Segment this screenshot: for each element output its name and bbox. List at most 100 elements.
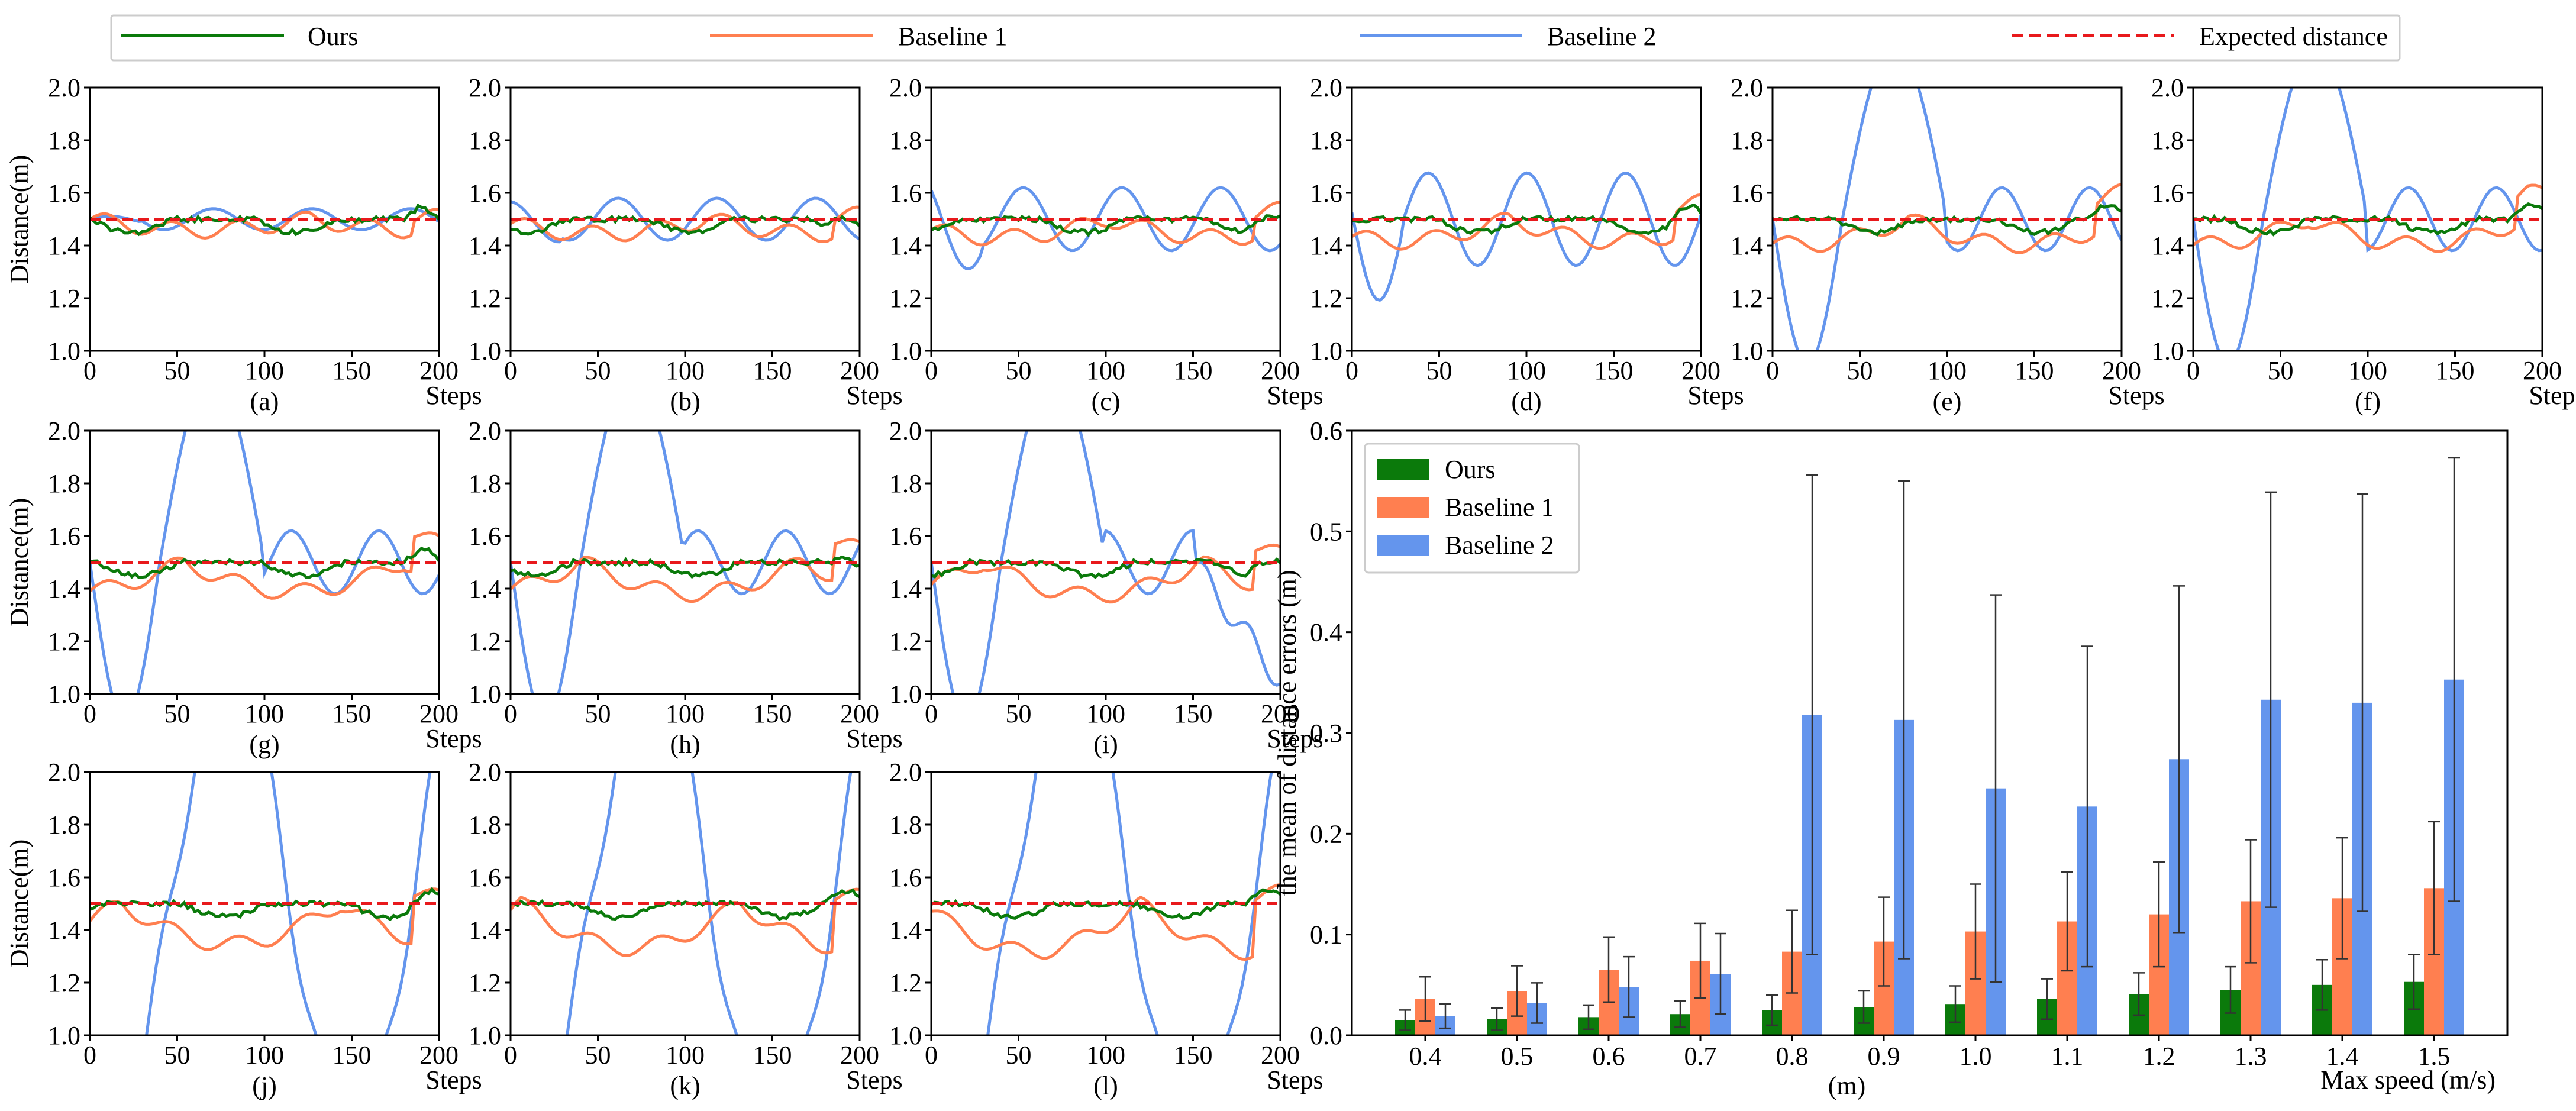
y-tick-label: 1.6 [1310,179,1342,208]
x-tick-label: 200 [1261,699,1300,728]
y-tick-label: 1.4 [889,231,922,260]
y-axis-label: Distance(m) [5,839,34,968]
y-tick-label: 1.0 [469,680,501,709]
y-tick-label: 1.2 [1731,284,1763,313]
y-tick-label: 1.0 [889,337,922,366]
x-axis-label: Steps [425,724,482,753]
y-tick-label: 2.0 [1310,73,1342,102]
line-panel-e: 0 50 100 150 200 1.0 1.2 1.4 1.6 1.8 2.0 (e) Steps [1731,73,2165,416]
x-tick-label: 100 [245,356,284,385]
line-panel-d: 0 50 100 150 200 1.0 1.2 1.4 1.6 1.8 2.0 (d) Steps [1310,73,1744,416]
x-tick-label: 0 [83,356,96,385]
x-tick-label: 0.8 [1776,1042,1809,1071]
series-baseline1-line [1773,183,2122,254]
y-tick-label: 1.0 [48,337,80,366]
x-axis-label: Steps [1267,381,1323,410]
x-tick-label: 100 [1086,1041,1125,1070]
panel-caption: (k) [670,1071,700,1100]
y-tick-label: 1.4 [48,231,80,260]
x-tick-label: 50 [164,1041,191,1070]
x-tick-label: 0.7 [1684,1042,1717,1071]
x-tick-label: 200 [840,356,879,385]
series-baseline2-line [931,186,1280,270]
series-baseline2-line [2193,88,2542,351]
series-lines [90,431,439,694]
x-tick-label: 0 [925,699,938,728]
x-tick-label: 1.4 [2326,1042,2359,1071]
y-tick-label: 2.0 [48,73,80,102]
y-tick-label: 1.4 [2151,231,2184,260]
y-tick-label: 1.8 [48,469,80,498]
x-tick-label: 0 [925,356,938,385]
y-tick-label: 1.6 [889,863,922,892]
x-tick-label: 150 [1594,356,1634,385]
y-tick-label: 1.0 [2151,337,2184,366]
x-axis-label: Steps [1267,1065,1323,1094]
x-tick-label: 150 [1174,1041,1213,1070]
series-baseline2-line [90,431,439,694]
x-tick-label: 50 [164,699,191,728]
y-tick-label: 1.6 [889,179,922,208]
y-tick-label: 1.0 [48,1021,80,1050]
y-tick-label: 2.0 [469,73,501,102]
series-lines [1352,171,1701,302]
x-tick-label: 200 [419,1041,459,1070]
line-panel-c: 0 50 100 150 200 1.0 1.2 1.4 1.6 1.8 2.0 (c) Steps [889,73,1323,416]
y-tick-label: 0.3 [1310,719,1342,748]
series-baseline2-line [1352,171,1701,302]
bar-legend-label: Baseline 1 [1445,493,1554,522]
y-tick-label: 1.6 [48,179,80,208]
x-tick-label: 50 [585,699,611,728]
x-tick-label: 0 [2187,356,2200,385]
series-baseline1-line [931,883,1280,961]
x-tick-label: 1.3 [2235,1042,2267,1071]
x-tick-label: 0.4 [1409,1042,1442,1071]
x-tick-label: 200 [840,1041,879,1070]
x-tick-label: 150 [1174,699,1213,728]
y-tick-label: 2.0 [48,758,80,787]
x-tick-label: 200 [419,356,459,385]
x-axis-label: Steps [1687,381,1744,410]
x-tick-label: 0.5 [1501,1042,1534,1071]
y-tick-label: 1.8 [889,126,922,155]
y-axis-label: the mean of distance errors (m) [1273,570,1302,896]
series-baseline2-line [566,772,853,1035]
series-baseline1-line [1352,193,1701,251]
y-tick-label: 1.6 [469,863,501,892]
x-tick-label: 200 [2102,356,2141,385]
x-tick-label: 200 [1681,356,1720,385]
y-tick-label: 1.2 [889,627,922,656]
y-tick-label: 2.0 [889,73,922,102]
x-tick-label: 0.6 [1593,1042,1625,1071]
x-tick-label: 50 [1006,699,1032,728]
series-baseline2-line [511,431,860,694]
x-tick-label: 200 [419,699,459,728]
y-tick-label: 0.5 [1310,517,1342,546]
x-axis-label: Steps [425,381,482,410]
series-baseline1-line [511,887,860,958]
line-panel-l: 0 50 100 150 200 1.0 1.2 1.4 1.6 1.8 2.0 (l) Steps [889,758,1323,1100]
series-lines [2193,88,2542,351]
series-lines [90,203,439,240]
legend: Ours Baseline 1 Baseline 2 Expected dist… [110,14,2401,62]
series-baseline2-line [90,207,439,231]
legend-label-baseline2: Baseline 2 [1547,22,1657,51]
panel-caption: (b) [670,387,700,416]
x-tick-label: 50 [2268,356,2294,385]
series-lines [511,772,860,1035]
legend-label-baseline1: Baseline 1 [898,22,1008,51]
line-panel-f: 0 50 100 150 200 1.0 1.2 1.4 1.6 1.8 2.0 (f) Steps [2151,73,2576,416]
x-tick-label: 150 [2436,356,2475,385]
y-tick-label: 1.4 [889,574,922,603]
y-tick-label: 1.4 [1310,231,1342,260]
y-tick-label: 1.8 [469,810,501,839]
line-panel-h: 0 50 100 150 200 1.0 1.2 1.4 1.6 1.8 2.0 (h) Steps [469,416,903,759]
y-tick-label: 1.2 [469,284,501,313]
x-tick-label: 150 [2015,356,2054,385]
x-tick-label: 150 [1174,356,1213,385]
legend-label-ours: Ours [308,22,359,51]
y-tick-label: 2.0 [2151,73,2184,102]
line-panels: 0 50 100 150 200 1.0 1.2 1.4 1.6 1.8 2.0 (a) Steps Di… [5,73,2576,1100]
x-tick-label: 200 [840,699,879,728]
x-tick-label: 0.9 [1868,1042,1900,1071]
